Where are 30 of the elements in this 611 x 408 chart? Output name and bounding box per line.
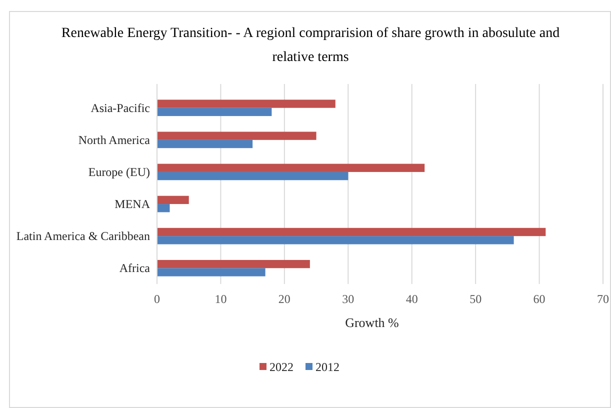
bar bbox=[157, 108, 272, 116]
bar bbox=[157, 196, 189, 204]
x-tick-label: 10 bbox=[214, 292, 227, 306]
y-tick-label: MENA bbox=[114, 197, 150, 212]
y-tick-label: Latin America & Caribbean bbox=[16, 229, 150, 244]
y-tick-label: Asia-Pacific bbox=[90, 100, 150, 115]
y-tick-label: Africa bbox=[119, 261, 151, 276]
bar bbox=[157, 100, 336, 108]
x-tick-label: 60 bbox=[533, 292, 546, 306]
bar bbox=[157, 164, 425, 172]
bar bbox=[157, 236, 514, 244]
y-tick-label: North America bbox=[78, 132, 151, 147]
chart-title: Renewable Energy Transition- - A regionl comprarision of share growth in abosulute and relative terms bbox=[61, 26, 560, 65]
bar bbox=[157, 268, 266, 276]
y-tick-label: Europe (EU) bbox=[88, 164, 150, 179]
bar bbox=[157, 132, 316, 140]
x-tick-label: 40 bbox=[406, 292, 418, 306]
bar bbox=[157, 172, 348, 180]
x-tick-label: 50 bbox=[470, 292, 482, 306]
x-tick-label: 30 bbox=[342, 292, 354, 306]
bar bbox=[157, 204, 170, 212]
bar bbox=[157, 260, 310, 268]
x-tick-label: 0 bbox=[154, 292, 160, 306]
x-axis-title: Growth % bbox=[345, 315, 400, 330]
x-tick-label: 70 bbox=[597, 292, 609, 306]
bar bbox=[157, 228, 546, 236]
legend-label: 2022 bbox=[270, 360, 294, 374]
legend-label: 2012 bbox=[316, 360, 340, 374]
bar bbox=[157, 140, 253, 148]
x-tick-label: 20 bbox=[278, 292, 290, 306]
